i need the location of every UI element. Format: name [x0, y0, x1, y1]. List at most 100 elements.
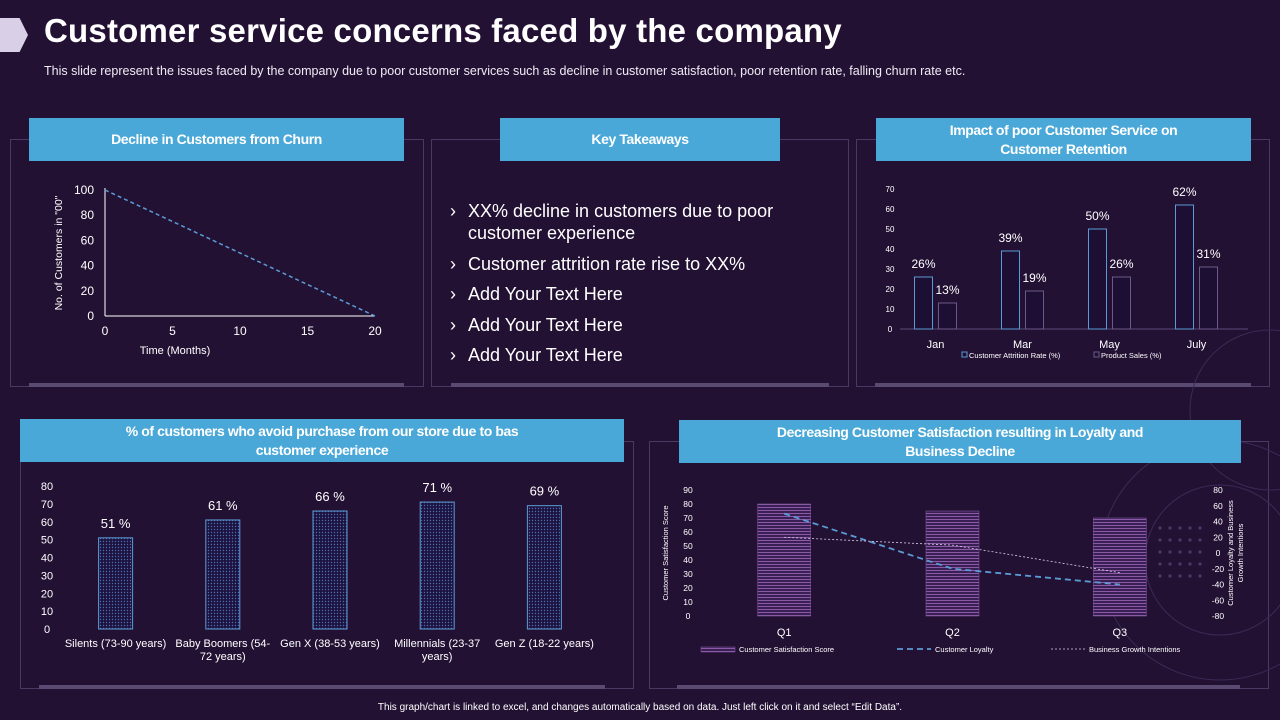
sat-bar	[1093, 517, 1147, 617]
churn-x-tick: 20	[368, 324, 382, 338]
sat-y-tick: 30	[683, 569, 693, 579]
retention-data-label: 62%	[1172, 185, 1196, 199]
sat-y-tick: 50	[683, 541, 693, 551]
sat-y2-tick: -40	[1212, 580, 1225, 590]
churn-x-tick: 5	[169, 324, 176, 338]
sat-x-tick: Q2	[945, 627, 960, 639]
churn-y-tick: 60	[81, 233, 95, 247]
sat-legend-swatch	[700, 646, 736, 653]
satisfaction-panel-bar	[677, 685, 1240, 689]
takeaway-item: Customer attrition rate rise to XX%	[450, 253, 820, 275]
retention-bar	[1175, 204, 1194, 330]
retention-bar	[1199, 266, 1218, 330]
avoid-x-tick: Gen X (38-53 years)	[280, 638, 380, 650]
takeaway-item: Add Your Text Here	[450, 314, 820, 336]
retention-x-tick: Mar	[1013, 339, 1032, 351]
avoid-y-tick: 80	[41, 481, 53, 493]
sat-y2-tick: -80	[1212, 611, 1225, 621]
retention-y-tick: 20	[886, 285, 895, 294]
retention-data-label: 31%	[1196, 247, 1220, 261]
retention-legend-swatch	[1093, 351, 1100, 358]
takeaways-list: XX% decline in customers due to poor cus…	[450, 200, 820, 375]
retention-data-label: 50%	[1085, 209, 1109, 223]
retention-x-tick: Jan	[927, 339, 945, 351]
sat-y-tick: 70	[683, 513, 693, 523]
sat-bar	[757, 503, 811, 617]
churn-header: Decline in Customers from Churn	[29, 118, 404, 161]
avoid-bar	[98, 537, 134, 630]
sat-y-tick: 10	[683, 597, 693, 607]
retention-bar	[938, 302, 957, 330]
sat-y2-tick: 80	[1213, 485, 1223, 495]
retention-y-tick: 0	[888, 325, 893, 334]
retention-data-label: 39%	[998, 231, 1022, 245]
takeaway-item: Add Your Text Here	[450, 344, 820, 366]
sat-y2-tick: -60	[1212, 595, 1225, 605]
sat-y-tick: 40	[683, 555, 693, 565]
retention-bar	[1112, 276, 1131, 330]
avoid-y-tick: 30	[41, 570, 53, 582]
churn-y-tick: 20	[81, 284, 95, 298]
avoid-bar	[419, 501, 455, 630]
takeaways-panel-bar	[451, 383, 829, 387]
avoid-x-tick: Millennials (23-37	[394, 638, 480, 650]
retention-data-label: 13%	[935, 283, 959, 297]
churn-y-tick: 0	[87, 309, 94, 323]
sat-y-label: Customer Satisfaction Score	[661, 505, 670, 600]
avoid-x-tick: Gen Z (18-22 years)	[495, 638, 594, 650]
sat-y2-tick: 60	[1213, 501, 1223, 511]
sat-x-tick: Q3	[1112, 627, 1127, 639]
churn-y-tick: 80	[81, 208, 95, 222]
churn-x-tick: 10	[233, 324, 247, 338]
avoid-y-tick: 20	[41, 588, 53, 600]
sat-growth-line	[784, 536, 1120, 574]
sat-y-tick: 60	[683, 527, 693, 537]
churn-y-label: No. of Customers in "00"	[53, 195, 65, 310]
avoid-y-tick: 70	[41, 499, 53, 511]
takeaways-header: Key Takeaways	[500, 118, 780, 161]
takeaway-item: XX% decline in customers due to poor cus…	[450, 200, 820, 244]
avoid-header: % of customers who avoid purchase from o…	[20, 419, 624, 462]
sat-y-tick: 90	[683, 485, 693, 495]
retention-y-tick: 10	[886, 305, 895, 314]
retention-x-tick: July	[1187, 339, 1207, 351]
sat-y2-tick: 20	[1213, 532, 1223, 542]
sat-y-tick: 0	[686, 611, 691, 621]
avoid-y-tick: 0	[44, 624, 50, 636]
retention-legend-label: Customer Attrition Rate (%)	[969, 351, 1061, 360]
retention-data-label: 26%	[1109, 257, 1133, 271]
avoid-bar	[526, 505, 562, 630]
sat-legend-label: Customer Loyalty	[935, 645, 994, 654]
churn-series-line	[104, 189, 376, 317]
retention-x-tick: May	[1099, 339, 1120, 351]
footer-note: This graph/chart is linked to excel, and…	[377, 702, 903, 713]
avoid-data-label: 71 %	[422, 480, 452, 495]
avoid-x-tick: 72 years)	[200, 651, 246, 663]
retention-bar	[1025, 290, 1044, 330]
sat-y2-tick: 0	[1216, 548, 1221, 558]
sat-y2-tick: 40	[1213, 517, 1223, 527]
retention-legend-label: Product Sales (%)	[1101, 351, 1162, 360]
satisfaction-header: Decreasing Customer Satisfaction resulti…	[679, 420, 1241, 463]
avoid-y-tick: 10	[41, 606, 53, 618]
avoid-bar	[312, 510, 348, 630]
churn-panel-bar	[29, 383, 404, 387]
avoid-bar	[205, 519, 241, 630]
churn-x-label: Time (Months)	[140, 345, 211, 357]
avoid-data-label: 61 %	[208, 498, 238, 513]
sat-y2-tick: -20	[1212, 564, 1225, 574]
sat-y-tick: 20	[683, 583, 693, 593]
retention-y-tick: 30	[886, 265, 895, 274]
sat-x-tick: Q1	[777, 627, 792, 639]
sat-y2-label: Customer Loyalty and Business	[1226, 500, 1235, 606]
avoid-data-label: 66 %	[315, 489, 345, 504]
sat-legend-label: Business Growth Intentions	[1089, 645, 1181, 654]
retention-bar	[1001, 250, 1020, 330]
avoid-panel-bar	[39, 685, 605, 689]
page-subtitle: This slide represent the issues faced by…	[44, 64, 966, 78]
retention-bar	[1088, 228, 1107, 330]
